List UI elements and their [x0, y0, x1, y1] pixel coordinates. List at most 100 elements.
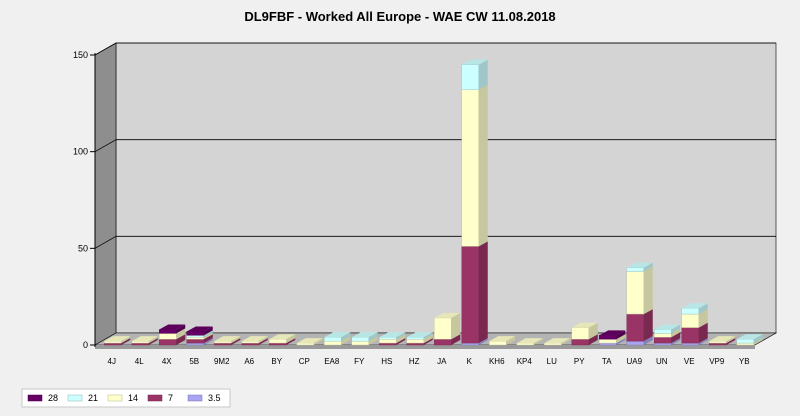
- bar-segment: [159, 333, 177, 340]
- bar-group-LU: [544, 338, 571, 346]
- bar-group-HS: [379, 332, 406, 346]
- bar-segment: [681, 342, 699, 346]
- bar-side: [368, 332, 378, 342]
- x-tick-label: K: [467, 357, 473, 366]
- bar-side: [203, 338, 213, 345]
- bar-side: [588, 334, 598, 345]
- bar-group-PY: [571, 322, 598, 346]
- bar-segment: [406, 337, 424, 340]
- bar-side: [203, 334, 213, 344]
- bar-segment: [351, 340, 369, 346]
- bar-top: [654, 324, 681, 330]
- bar-group-A6: [241, 336, 268, 346]
- bar-side: [478, 241, 488, 344]
- bar-segment: [379, 339, 397, 344]
- bar-side: [121, 338, 131, 345]
- bar-side: [616, 330, 626, 340]
- legend-label: 3.5: [208, 393, 221, 403]
- bar-side: [423, 334, 433, 344]
- x-tick-label: CP: [299, 357, 310, 366]
- bar-segment: [351, 337, 369, 342]
- bar-side: [121, 336, 131, 344]
- chart-title: DL9FBF - Worked All Europe - WAE CW 11.0…: [244, 9, 555, 24]
- bar-side: [396, 334, 406, 344]
- bar-group-VP9: [709, 336, 736, 346]
- bar-side: [698, 303, 708, 315]
- bar-segment: [131, 340, 149, 344]
- bar-group-4X: [159, 324, 186, 346]
- x-tick-label: LU: [547, 357, 557, 366]
- x-tick-label: HZ: [409, 357, 420, 366]
- legend-swatch: [67, 394, 83, 402]
- bar-side: [643, 262, 653, 272]
- bar-segment: [681, 327, 699, 344]
- x-tick-label: HS: [381, 357, 392, 366]
- bar-top: [599, 330, 626, 336]
- bar-group-UA9: [626, 262, 653, 346]
- bar-segment: [461, 89, 479, 247]
- bar-segment: [626, 340, 644, 346]
- bar-segment: [241, 342, 259, 346]
- bar-segment: [736, 339, 754, 344]
- side-wall: [94, 42, 117, 346]
- bar-top: [736, 334, 763, 340]
- bar-segment: [296, 342, 314, 346]
- bar-segment: [269, 339, 287, 344]
- x-tick-label: UA9: [626, 357, 642, 366]
- bar-segment: [104, 340, 122, 344]
- x-axis: 4J 4L 4X 5B 9M2 A6 BY CP EA8 FY HS HZ JA K KH6 KP4 LU PY T…: [108, 357, 750, 366]
- bar-group-TA: [599, 330, 626, 346]
- bar-segment: [654, 329, 672, 334]
- bar-top: [186, 326, 213, 332]
- bar-group-CP: [296, 338, 323, 346]
- bar-side: [671, 328, 681, 338]
- bar-segment: [186, 331, 204, 336]
- bar-top: [626, 262, 653, 268]
- y-tick-label: 100: [73, 147, 88, 157]
- gridline-side: [94, 235, 117, 249]
- bar-side: [643, 336, 653, 345]
- bar-segment: [681, 308, 699, 315]
- bar-segment: [709, 340, 727, 344]
- bar-side: [176, 328, 186, 340]
- bar-group-4L: [131, 336, 158, 346]
- bar-side: [451, 312, 461, 340]
- bar-segment: [599, 339, 617, 344]
- chart-bars: [104, 59, 763, 346]
- y-tick-label: 0: [83, 340, 88, 350]
- x-tick-label: KH6: [489, 357, 505, 366]
- bar-segment: [104, 342, 122, 346]
- bar-side: [396, 332, 406, 340]
- y-tick-label: 150: [73, 50, 88, 60]
- bar-segment: [516, 342, 534, 346]
- bar-segment: [406, 342, 424, 346]
- bar-segment: [324, 337, 342, 342]
- bar-segment: [186, 337, 204, 340]
- bar-side: [176, 334, 186, 345]
- bar-side: [396, 338, 406, 345]
- bar-group-KP4: [516, 338, 543, 346]
- x-tick-label: KP4: [517, 357, 533, 366]
- bar-side: [258, 338, 268, 345]
- bar-side: [671, 338, 681, 345]
- bar-top: [571, 322, 598, 328]
- bar-side: [313, 338, 323, 345]
- bar-group-9M2: [214, 336, 241, 346]
- bar-segment: [324, 340, 342, 346]
- bar-segment: [214, 340, 232, 344]
- bar-side: [698, 309, 708, 328]
- bar-segment: [599, 335, 617, 340]
- bar-side: [231, 338, 241, 345]
- bar-side: [341, 332, 351, 342]
- bar-segment: [214, 342, 232, 346]
- bar-segment: [406, 339, 424, 344]
- bar-group-FY: [351, 332, 378, 346]
- bar-segment: [186, 339, 204, 344]
- x-tick-label: A6: [244, 357, 254, 366]
- bar-top: [324, 332, 351, 338]
- bar-segment: [599, 342, 617, 346]
- bar-side: [341, 336, 351, 345]
- bar-side: [698, 322, 708, 344]
- bar-segment: [654, 333, 672, 338]
- x-tick-label: 4L: [135, 357, 144, 366]
